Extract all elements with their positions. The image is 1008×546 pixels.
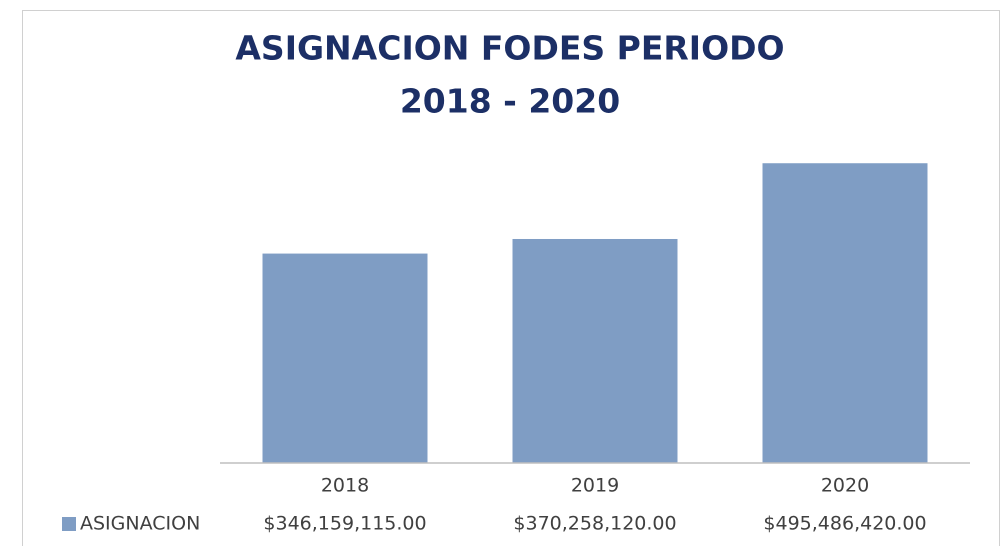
x-tick-label: 2020: [821, 475, 869, 497]
legend-key: [62, 517, 76, 531]
bar: [512, 238, 678, 463]
x-tick-label: 2019: [571, 475, 619, 497]
data-table-value: $495,486,420.00: [763, 513, 926, 535]
chart-title: 2018 - 2020: [400, 82, 620, 121]
chart-title: ASIGNACION FODES PERIODO: [235, 29, 784, 68]
legend-label: ASIGNACION: [80, 513, 200, 535]
x-tick-label: 2018: [321, 475, 369, 497]
bar: [262, 253, 428, 463]
data-table-value: $370,258,120.00: [513, 513, 676, 535]
data-table-value: $346,159,115.00: [263, 513, 426, 535]
bar: [762, 163, 928, 463]
